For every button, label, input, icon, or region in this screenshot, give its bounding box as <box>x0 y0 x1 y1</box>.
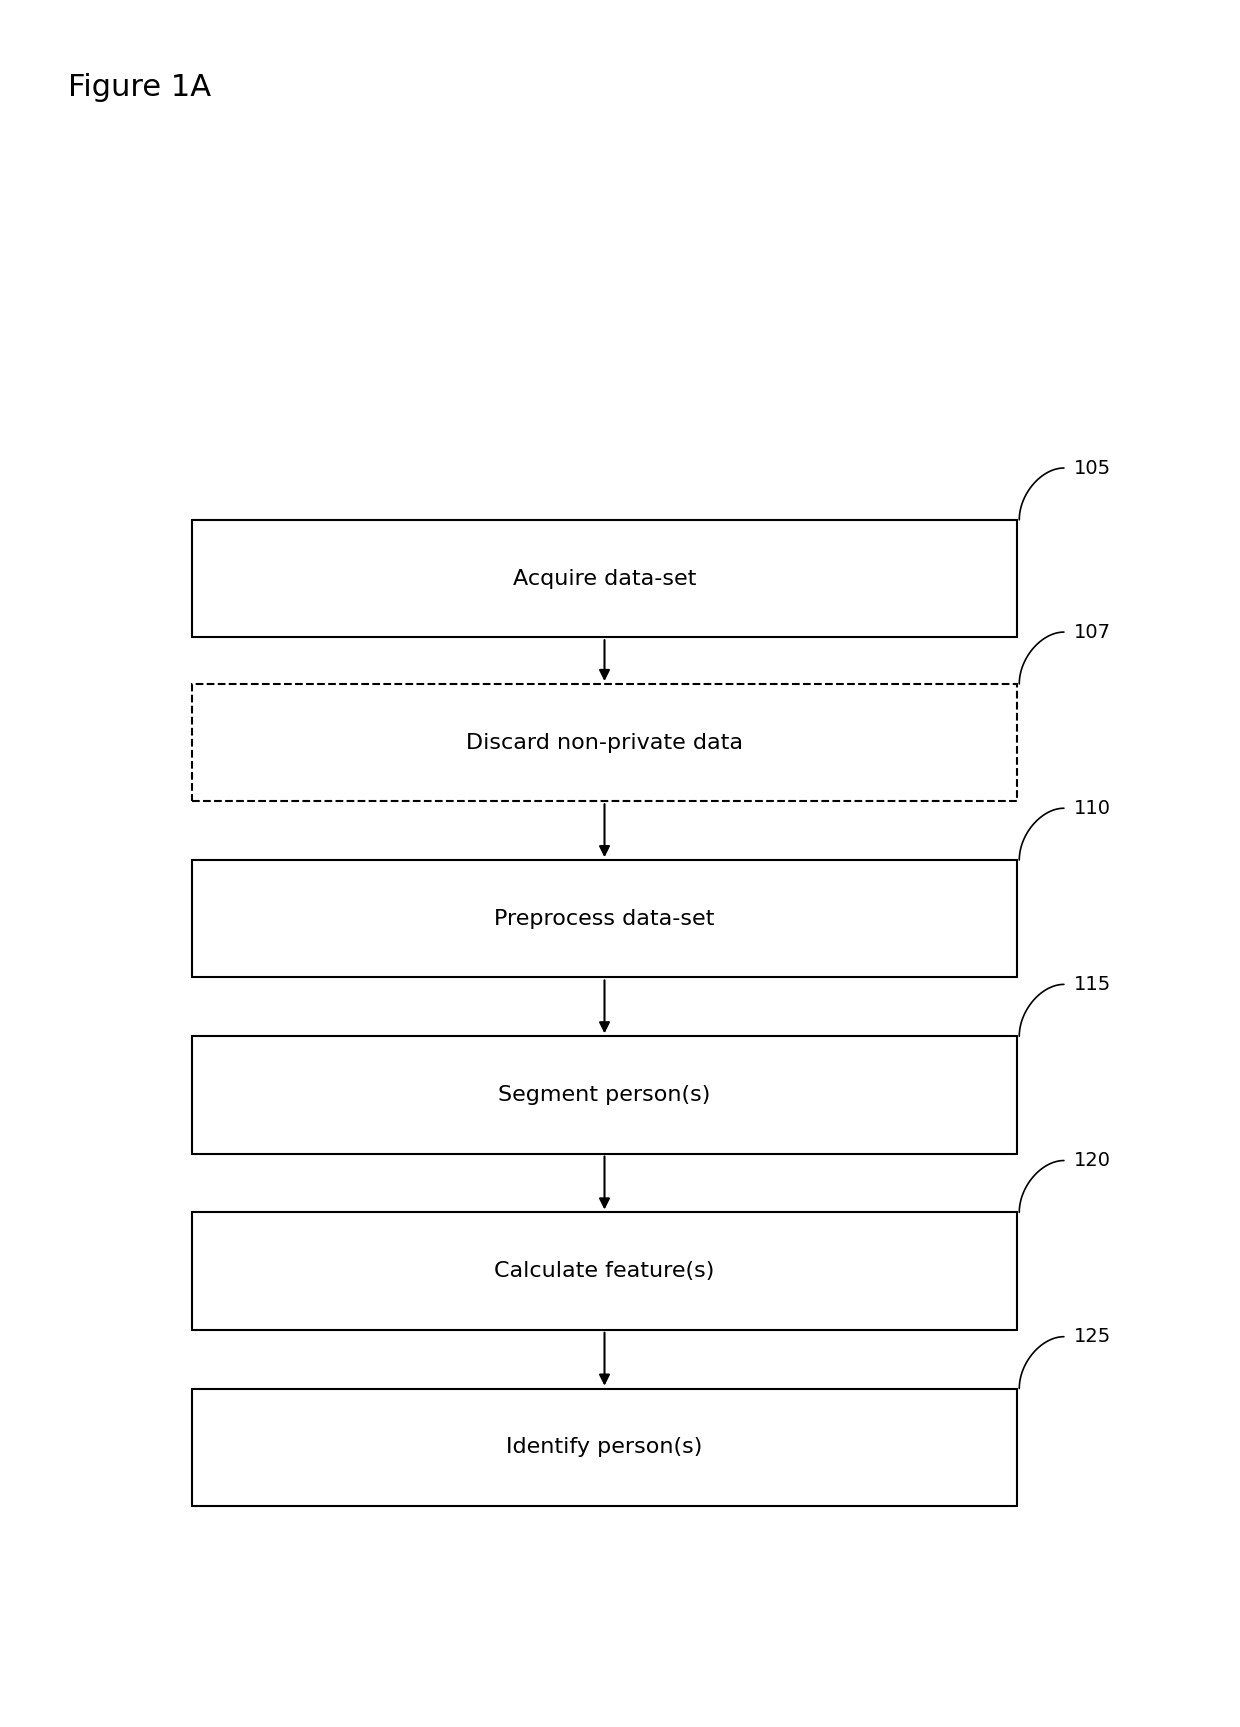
Text: Calculate feature(s): Calculate feature(s) <box>495 1261 714 1281</box>
Text: 105: 105 <box>1074 458 1111 478</box>
Text: Identify person(s): Identify person(s) <box>506 1437 703 1458</box>
Text: Acquire data-set: Acquire data-set <box>513 568 696 589</box>
Text: 125: 125 <box>1074 1326 1111 1347</box>
Text: 120: 120 <box>1074 1150 1111 1171</box>
Text: Figure 1A: Figure 1A <box>68 73 211 102</box>
Bar <box>192 1212 1017 1330</box>
Text: 110: 110 <box>1074 798 1111 819</box>
Text: Discard non-private data: Discard non-private data <box>466 732 743 753</box>
Text: 115: 115 <box>1074 974 1111 995</box>
Bar <box>192 1389 1017 1506</box>
Bar <box>192 860 1017 977</box>
Bar <box>192 1036 1017 1154</box>
Text: Preprocess data-set: Preprocess data-set <box>495 908 714 929</box>
Text: 107: 107 <box>1074 622 1111 642</box>
Text: Segment person(s): Segment person(s) <box>498 1085 711 1105</box>
Bar <box>192 684 1017 801</box>
Bar <box>192 520 1017 637</box>
